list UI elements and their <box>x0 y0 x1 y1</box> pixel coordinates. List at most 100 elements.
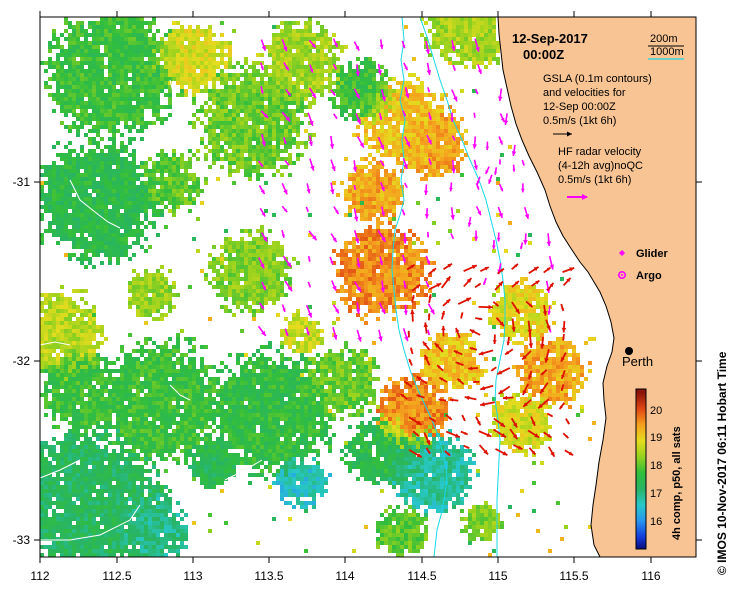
velocity-arrow-head <box>476 186 480 190</box>
velocity-arrow-head <box>447 452 451 456</box>
velocity-arrow-head <box>260 263 265 269</box>
gsla-contour <box>39 341 71 346</box>
colorbar-segment <box>636 480 646 482</box>
velocity-arrow-head <box>260 189 265 195</box>
velocity-arrow-head <box>501 432 506 438</box>
colorbar-segment <box>636 501 646 503</box>
velocity-arrow-head <box>538 403 543 409</box>
velocity-arrow-head <box>452 138 455 141</box>
velocity-arrow-head <box>379 116 383 120</box>
velocity-arrow-head <box>477 210 481 216</box>
velocity-arrow-head <box>521 188 525 193</box>
velocity-arrow-head <box>514 281 519 285</box>
x-tick-label: 113.5 <box>254 569 283 583</box>
colorbar-segment <box>636 409 646 411</box>
velocity-arrow-head <box>404 381 409 386</box>
colorbar-segment <box>636 497 646 499</box>
colorbar-segment <box>636 418 646 420</box>
colorbar-segment <box>636 520 646 522</box>
velocity-arrow-head <box>416 420 422 425</box>
colorbar-segment <box>636 540 646 542</box>
velocity-arrow-head <box>335 210 339 215</box>
x-tick-label: 114 <box>335 569 354 583</box>
velocity-arrow-head <box>562 337 565 341</box>
velocity-arrow-head <box>535 280 540 285</box>
colorbar-segment <box>636 495 646 497</box>
velocity-arrow-head <box>480 385 486 391</box>
colorbar-segment <box>636 398 646 400</box>
colorbar-segment <box>636 395 646 397</box>
velocity-arrow-head <box>500 268 504 272</box>
velocity-arrow-head <box>451 46 456 51</box>
colorbar-segment <box>636 452 646 454</box>
perth-marker <box>625 347 633 355</box>
colorbar-segment <box>636 463 646 465</box>
velocity-arrow-head <box>355 46 360 51</box>
colorbar-segment <box>636 483 646 485</box>
velocity-arrow-head <box>426 235 430 238</box>
velocity-arrow-head <box>402 239 408 244</box>
velocity-arrow-head <box>379 261 384 266</box>
velocity-arrow-head <box>477 283 481 287</box>
velocity-arrow-head <box>499 140 503 145</box>
colorbar-segment <box>636 528 646 530</box>
hf-scale-arrow <box>567 194 588 200</box>
velocity-arrow-head <box>281 234 285 238</box>
velocity-arrow-head <box>311 43 316 48</box>
velocity-arrow-head <box>561 307 564 311</box>
velocity-arrow-head <box>488 304 493 310</box>
velocity-arrow-head <box>436 283 442 288</box>
colorbar-segment <box>636 397 646 399</box>
colorbar-segment <box>636 408 646 410</box>
velocity-arrow-head <box>565 435 569 439</box>
colorbar-segment <box>636 453 646 455</box>
colorbar-segment <box>636 537 646 539</box>
velocity-arrow-head <box>544 357 549 363</box>
velocity-arrow-head <box>307 312 312 318</box>
velocity-arrow-head <box>381 236 386 242</box>
velocity-arrow-head <box>492 340 497 345</box>
velocity-arrow-head <box>485 146 490 151</box>
velocity-arrow-head <box>263 113 268 118</box>
colorbar-segment <box>636 510 646 512</box>
x-tick-label: 115.5 <box>559 569 588 583</box>
colorbar-segment <box>636 469 646 471</box>
velocity-arrow-head <box>523 239 528 245</box>
velocity-arrow-head <box>506 341 511 346</box>
velocity-arrow-head <box>381 96 386 102</box>
colorbar-segment <box>636 402 646 404</box>
hf-scale-label: 0.5m/s (1kt 6h) <box>558 174 631 186</box>
velocity-arrow-head <box>467 222 472 227</box>
colorbar-segment <box>636 476 646 478</box>
velocity-arrow-head <box>308 141 313 146</box>
velocity-arrow-head <box>434 343 440 348</box>
velocity-arrow-head <box>466 297 472 302</box>
velocity-arrow-head <box>549 264 555 270</box>
colorbar-segment <box>636 471 646 473</box>
velocity-arrow-head <box>483 449 489 455</box>
velocity-arrow-head <box>498 212 503 218</box>
velocity-arrow-head <box>330 189 335 194</box>
velocity-arrow-head <box>566 277 571 283</box>
colorbar-segment <box>636 478 646 480</box>
colorbar-frame <box>635 388 647 550</box>
colorbar-segment <box>636 403 646 405</box>
colorbar-segment <box>636 529 646 531</box>
colorbar-segment <box>636 443 646 445</box>
velocity-arrow-head <box>453 96 458 102</box>
velocity-arrow-head <box>484 267 489 271</box>
colorbar-segment <box>636 422 646 424</box>
colorbar-segment <box>636 466 646 468</box>
velocity-arrow-head <box>486 432 492 437</box>
velocity-arrow-head <box>511 151 517 156</box>
velocity-arrow-head <box>263 236 268 242</box>
colorbar-segment <box>636 482 646 484</box>
velocity-arrow-head <box>356 286 361 292</box>
velocity-arrow-head <box>479 317 483 321</box>
colorbar-segment <box>636 424 646 426</box>
velocity-arrow-head <box>378 336 383 342</box>
velocity-arrow-head <box>428 294 432 299</box>
colorbar-segment <box>636 508 646 510</box>
velocity-arrow-head <box>561 374 565 379</box>
velocity-arrow-head <box>283 46 288 52</box>
